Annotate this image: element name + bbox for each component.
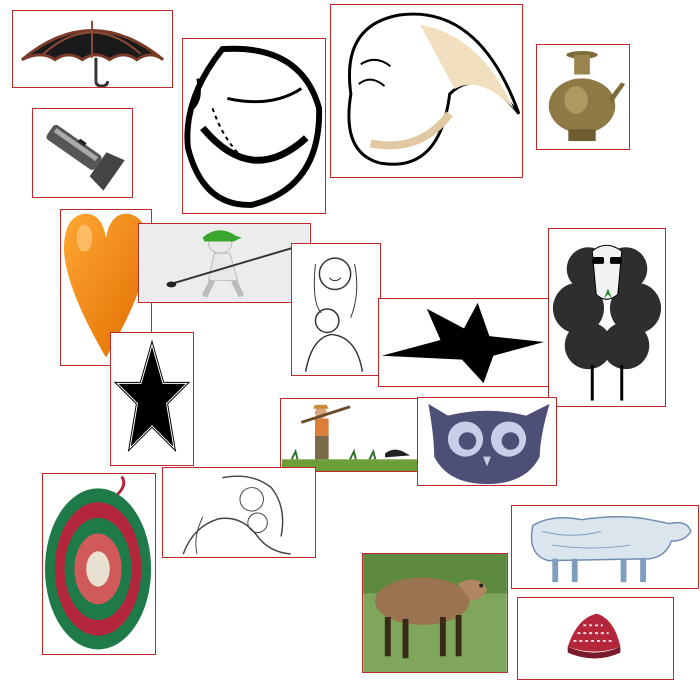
- sheep-sketch-tile[interactable]: [511, 505, 699, 589]
- umbrella-icon: [20, 20, 165, 87]
- farmer-tile[interactable]: [280, 398, 422, 472]
- brown-sheep-photo-icon: [363, 554, 507, 672]
- woven-basket-tile[interactable]: [42, 473, 156, 655]
- conch-shell-cream-icon: [347, 12, 521, 166]
- golfer-figure-icon: [140, 224, 309, 302]
- conch-outline-tile[interactable]: [182, 38, 326, 214]
- black-star-icon: [381, 302, 545, 384]
- orange-heart-icon: [63, 213, 149, 358]
- flashlight-icon: [46, 124, 125, 191]
- outlined-star-icon: [111, 336, 193, 456]
- mother-child-sketch-icon: [304, 257, 364, 372]
- mother-child-sketch-tile[interactable]: [291, 243, 381, 376]
- black-sheep-tile[interactable]: [548, 228, 666, 407]
- woven-basket-icon: [44, 475, 152, 650]
- flashlight-tile[interactable]: [32, 108, 133, 198]
- golfer-tile[interactable]: [138, 223, 311, 303]
- farmer-hoe-icon: [281, 404, 421, 471]
- brass-pot-icon: [548, 51, 626, 142]
- sheep-sketch-icon: [530, 516, 692, 583]
- owl-icon: [428, 403, 550, 485]
- brass-pot-tile[interactable]: [536, 44, 630, 150]
- conch-cream-tile[interactable]: [330, 4, 523, 178]
- black-star-tile[interactable]: [378, 298, 549, 387]
- owl-tile[interactable]: [417, 397, 557, 486]
- mother-child-drawing-icon: [182, 475, 291, 555]
- conch-shell-outline-icon: [184, 45, 323, 208]
- umbrella-tile[interactable]: [12, 10, 173, 88]
- brown-sheep-photo-tile[interactable]: [362, 553, 508, 673]
- outlined-star-tile[interactable]: [110, 332, 194, 466]
- mother-child-drawing-tile[interactable]: [162, 467, 316, 558]
- embroidered-cap-icon: [567, 613, 621, 659]
- black-sheep-icon: [552, 244, 662, 401]
- embroidered-cap-tile[interactable]: [517, 597, 674, 680]
